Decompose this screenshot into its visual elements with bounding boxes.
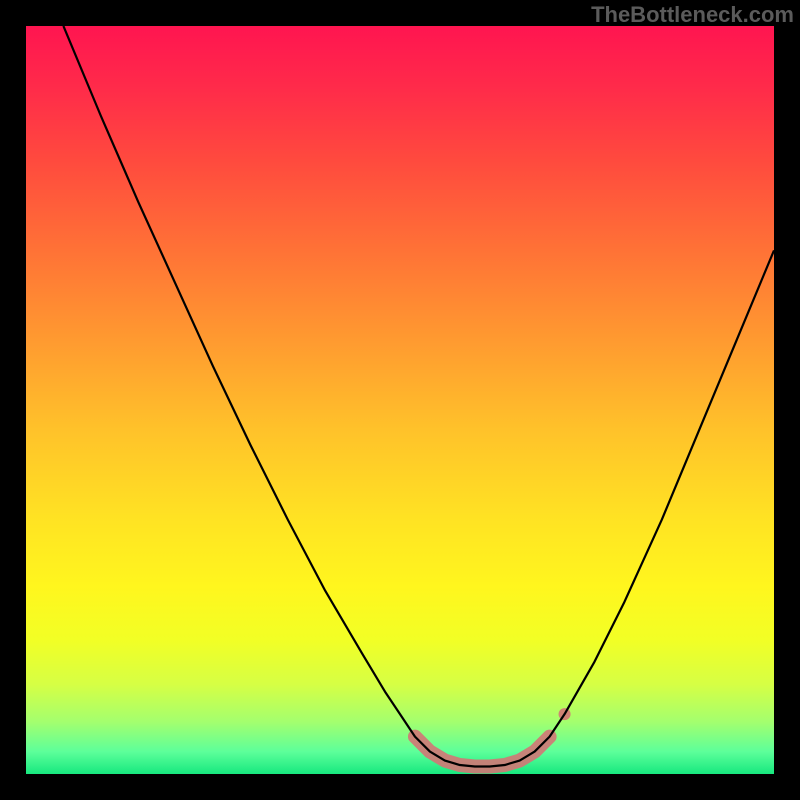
chart-stage: TheBottleneck.com	[0, 0, 800, 800]
chart-svg	[26, 26, 774, 774]
plot-area	[26, 26, 774, 774]
gradient-background	[26, 26, 774, 774]
